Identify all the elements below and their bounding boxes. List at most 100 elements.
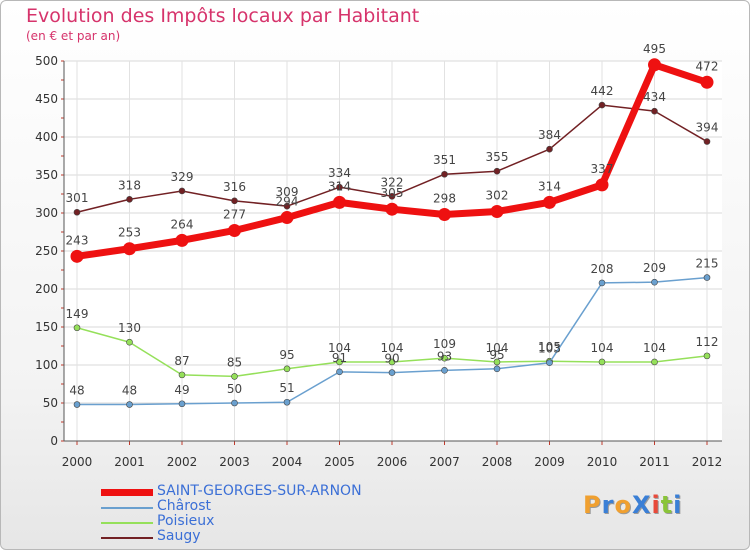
data-point-ch-rost	[546, 359, 553, 367]
data-label-saint-georges-sur-arnon: 243	[66, 233, 89, 247]
data-label-ch-rost: 93	[437, 349, 452, 363]
data-point-saint-georges-sur-arnon	[595, 178, 609, 192]
data-point-poisieux	[283, 365, 291, 373]
data-point-ch-rost	[126, 401, 133, 408]
x-tick-label: 2012	[692, 455, 723, 469]
data-label-saint-georges-sur-arnon: 314	[328, 179, 351, 193]
data-label-saugy: 384	[538, 128, 561, 142]
legend-label: Saugy	[157, 528, 201, 544]
data-label-saugy: 355	[486, 150, 509, 164]
data-label-ch-rost: 208	[591, 262, 614, 276]
data-point-ch-rost	[388, 369, 396, 376]
x-tick-label: 2005	[324, 455, 355, 469]
data-point-poisieux	[388, 358, 396, 366]
data-label-saugy: 316	[223, 180, 246, 194]
data-point-saugy	[231, 197, 238, 205]
data-label-ch-rost: 95	[489, 348, 504, 362]
data-label-poisieux: 104	[643, 341, 666, 355]
y-tick-label: 400	[35, 130, 58, 144]
x-tick-label: 2010	[587, 455, 618, 469]
data-label-saint-georges-sur-arnon: 495	[643, 42, 666, 56]
logo-letter: P	[583, 491, 602, 519]
legend-swatch	[101, 522, 153, 524]
data-label-ch-rost: 49	[174, 383, 189, 397]
data-label-saint-georges-sur-arnon: 253	[118, 226, 141, 240]
data-label-ch-rost: 51	[279, 381, 294, 395]
legend-label: Poisieux	[157, 513, 215, 529]
y-tick-label: 250	[35, 244, 58, 258]
data-point-saugy	[73, 208, 81, 216]
data-label-saugy: 434	[643, 90, 666, 104]
data-label-saint-georges-sur-arnon: 298	[433, 192, 456, 206]
data-point-poisieux	[336, 358, 343, 366]
data-point-poisieux	[73, 324, 81, 332]
data-point-saint-georges-sur-arnon	[280, 211, 294, 225]
data-point-saugy	[178, 187, 186, 195]
data-point-saint-georges-sur-arnon	[543, 195, 556, 209]
y-tick-label: 100	[35, 358, 58, 372]
data-point-poisieux	[598, 358, 606, 366]
data-label-saint-georges-sur-arnon: 264	[171, 217, 194, 231]
data-label-poisieux: 85	[227, 355, 242, 369]
logo-letter: X	[631, 491, 652, 519]
data-label-saugy: 351	[433, 153, 456, 167]
data-point-saint-georges-sur-arnon	[70, 249, 84, 263]
x-tick-label: 2000	[62, 455, 93, 469]
data-label-saugy: 309	[276, 185, 299, 199]
data-label-saint-georges-sur-arnon: 277	[223, 207, 246, 221]
y-tick-label: 150	[35, 320, 58, 334]
data-point-saint-georges-sur-arnon	[175, 233, 189, 247]
x-tick-label: 2006	[377, 455, 408, 469]
data-label-ch-rost: 90	[384, 352, 399, 366]
data-label-poisieux: 87	[174, 354, 189, 368]
data-label-saint-georges-sur-arnon: 302	[486, 188, 509, 202]
data-point-ch-rost	[73, 401, 81, 408]
data-label-ch-rost: 91	[332, 351, 347, 365]
data-label-poisieux: 105	[538, 340, 561, 354]
data-label-saugy: 334	[328, 166, 351, 180]
data-label-ch-rost: 50	[227, 382, 242, 396]
data-point-ch-rost	[178, 400, 186, 408]
data-point-saint-georges-sur-arnon	[333, 195, 346, 209]
data-point-saugy	[546, 145, 553, 153]
data-point-ch-rost	[598, 279, 606, 287]
data-point-poisieux	[178, 371, 186, 379]
data-label-poisieux: 130	[118, 321, 141, 335]
data-point-ch-rost	[336, 368, 343, 376]
data-point-ch-rost	[493, 365, 501, 373]
data-point-saint-georges-sur-arnon	[700, 75, 714, 89]
y-tick-label: 200	[35, 282, 58, 296]
legend-swatch	[101, 537, 153, 539]
data-point-saugy	[598, 101, 606, 109]
data-point-saint-georges-sur-arnon	[648, 58, 661, 72]
data-point-poisieux	[441, 354, 448, 362]
data-label-ch-rost: 209	[643, 261, 666, 275]
data-label-saugy: 329	[171, 170, 194, 184]
data-point-ch-rost	[231, 399, 238, 407]
data-label-saugy: 322	[381, 175, 404, 189]
data-label-saint-georges-sur-arnon: 305	[381, 186, 404, 200]
data-point-saugy	[283, 202, 291, 210]
y-tick-label: 350	[35, 168, 58, 182]
y-tick-label: 500	[35, 54, 58, 68]
data-point-saugy	[703, 138, 711, 145]
x-tick-label: 2003	[219, 455, 250, 469]
data-point-poisieux	[651, 358, 658, 366]
data-point-poisieux	[493, 358, 501, 366]
data-point-poisieux	[231, 373, 238, 380]
data-point-ch-rost	[651, 278, 658, 286]
data-label-ch-rost: 103	[538, 342, 561, 356]
x-tick-label: 2009	[534, 455, 565, 469]
data-point-ch-rost	[441, 367, 448, 374]
data-point-saugy	[651, 107, 658, 115]
logo-letter: o	[614, 491, 632, 519]
data-point-saint-georges-sur-arnon	[438, 208, 451, 222]
data-label-poisieux: 112	[696, 335, 719, 349]
data-point-saugy	[336, 183, 343, 191]
logo-letter: i	[673, 491, 683, 519]
data-label-saint-georges-sur-arnon: 472	[696, 59, 719, 73]
data-label-ch-rost: 48	[69, 384, 84, 398]
data-point-saugy	[493, 167, 501, 175]
